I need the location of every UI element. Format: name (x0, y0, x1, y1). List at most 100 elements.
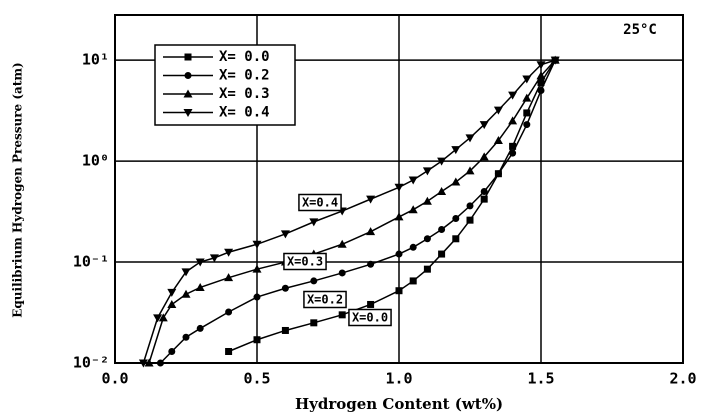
annotation: X=0.4 (302, 196, 338, 210)
legend-label: X= 0.3 (219, 86, 270, 102)
marker (224, 273, 234, 282)
marker (184, 72, 192, 79)
marker (422, 167, 432, 176)
marker (144, 358, 154, 367)
marker (537, 79, 545, 87)
marker (395, 250, 403, 258)
marker (209, 254, 219, 263)
annotation-box (348, 308, 392, 327)
marker (509, 149, 517, 157)
legend-label: X= 0.2 (219, 68, 270, 84)
legend-label: X= 0.0 (219, 49, 270, 65)
marker (408, 205, 418, 214)
marker (509, 142, 517, 150)
marker (465, 166, 475, 175)
marker (452, 214, 460, 222)
legend-box (154, 44, 296, 126)
series-line (159, 59, 556, 364)
marker (183, 109, 193, 117)
marker (366, 227, 376, 236)
marker (338, 269, 346, 277)
marker (438, 226, 446, 234)
marker (522, 93, 532, 102)
marker (451, 177, 461, 186)
marker (252, 264, 262, 273)
marker (195, 258, 205, 267)
marker (366, 195, 376, 204)
marker (156, 359, 164, 367)
marker (522, 75, 532, 84)
marker (508, 91, 518, 100)
y-tick-label: 10¹ (82, 51, 109, 69)
marker (195, 282, 205, 291)
marker (252, 240, 262, 249)
marker (438, 250, 446, 258)
marker (494, 170, 502, 178)
marker (536, 71, 546, 80)
marker (281, 326, 289, 334)
annotation: X=0.0 (352, 311, 388, 325)
marker (508, 116, 518, 125)
annotation: X=0.3 (287, 255, 323, 269)
marker (479, 121, 489, 130)
y-tick-label: 10⁻² (73, 354, 109, 372)
marker (184, 53, 192, 61)
marker (183, 89, 193, 98)
marker (280, 230, 290, 239)
marker (523, 109, 531, 117)
marker (408, 176, 418, 185)
x-tick-label: 1.5 (527, 370, 554, 388)
marker (550, 56, 560, 65)
marker (466, 216, 474, 224)
x-axis-label: Hydrogen Content (wt%) (295, 395, 503, 413)
marker (337, 239, 347, 248)
marker (253, 336, 261, 344)
marker (367, 260, 375, 268)
marker (196, 324, 204, 332)
marker (437, 157, 447, 166)
marker (395, 287, 403, 295)
plot-frame (114, 14, 684, 364)
marker (181, 289, 191, 298)
annotation: X=0.2 (307, 293, 343, 307)
marker (493, 135, 503, 144)
marker (309, 218, 319, 227)
marker (253, 293, 261, 301)
marker (158, 313, 168, 322)
annotation: 25°C (623, 22, 657, 38)
annotation-box (298, 193, 342, 212)
marker (338, 311, 346, 319)
marker (493, 106, 503, 115)
marker (138, 359, 148, 368)
marker (423, 265, 431, 273)
marker (537, 87, 545, 95)
marker (153, 314, 163, 323)
marker (466, 202, 474, 210)
marker (394, 212, 404, 221)
marker (281, 284, 289, 292)
marker (452, 235, 460, 243)
annotation-box (303, 290, 347, 309)
marker (480, 187, 488, 195)
x-tick-label: 0.0 (101, 370, 128, 388)
marker (225, 347, 233, 355)
marker (437, 186, 447, 195)
marker (181, 268, 191, 277)
marker (367, 300, 375, 308)
y-axis-label: Equilibrium Hydrogen Pressure (atm) (11, 62, 25, 318)
annotation-box (283, 252, 327, 271)
marker (394, 183, 404, 192)
marker (168, 347, 176, 355)
marker (423, 235, 431, 243)
marker (225, 308, 233, 316)
x-tick-label: 0.5 (243, 370, 270, 388)
marker (480, 195, 488, 203)
marker (310, 277, 318, 285)
marker (167, 299, 177, 308)
marker (451, 146, 461, 155)
marker (409, 243, 417, 251)
marker (224, 248, 234, 257)
marker (536, 61, 546, 70)
marker (479, 152, 489, 161)
